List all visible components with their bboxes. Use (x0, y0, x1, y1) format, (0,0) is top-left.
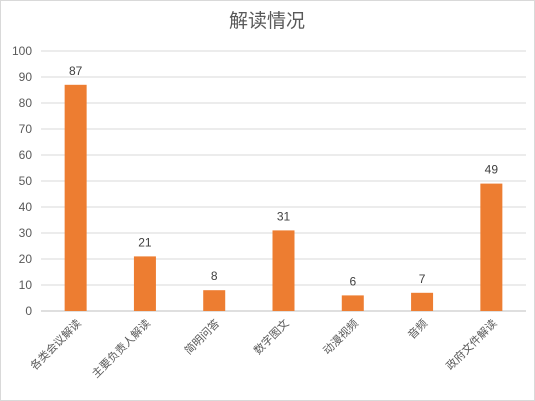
y-tick-label: 100 (12, 44, 32, 58)
y-tick-label: 40 (19, 200, 33, 214)
y-tick-label: 50 (19, 174, 33, 188)
data-labels: 87 21 8 31 6 7 49 (69, 64, 498, 289)
data-label: 7 (419, 272, 426, 286)
bar (411, 292, 434, 311)
y-tick-label: 0 (25, 304, 32, 318)
bar (133, 256, 156, 311)
chart-title: 解读情况 (229, 10, 305, 32)
bar (272, 230, 295, 311)
x-category-label: 音频 (405, 316, 430, 341)
y-tick-label: 90 (19, 70, 33, 84)
x-axis-category-labels: 各类会议解读 主要负责人解读 简明问答 数字图文 动漫视频 音频 政府文件解读 (27, 316, 499, 380)
x-category-label: 各类会议解读 (27, 316, 84, 373)
data-label: 49 (485, 163, 499, 177)
x-category-label: 简明问答 (181, 316, 222, 357)
y-axis-tick-labels: 0 10 20 30 40 50 60 70 80 90 100 (12, 44, 32, 318)
data-label: 21 (138, 235, 152, 249)
x-category-label: 数字图文 (251, 316, 292, 357)
y-tick-label: 60 (19, 148, 33, 162)
gridlines (41, 50, 526, 312)
y-tick-label: 30 (19, 226, 33, 240)
x-category-label: 动漫视频 (320, 316, 361, 357)
y-tick-label: 20 (19, 252, 33, 266)
bar (64, 84, 87, 311)
y-tick-label: 10 (19, 278, 33, 292)
x-category-label: 政府文件解读 (443, 316, 500, 373)
y-tick-label: 80 (19, 96, 33, 110)
data-label: 31 (277, 209, 291, 223)
bar (341, 295, 364, 311)
bars (64, 84, 503, 311)
bar (480, 183, 503, 311)
x-category-label: 主要负责人解读 (89, 316, 153, 380)
y-tick-label: 70 (19, 122, 33, 136)
data-label: 6 (349, 274, 356, 288)
bar (203, 290, 226, 311)
data-label: 8 (211, 269, 218, 283)
data-label: 87 (69, 64, 83, 78)
